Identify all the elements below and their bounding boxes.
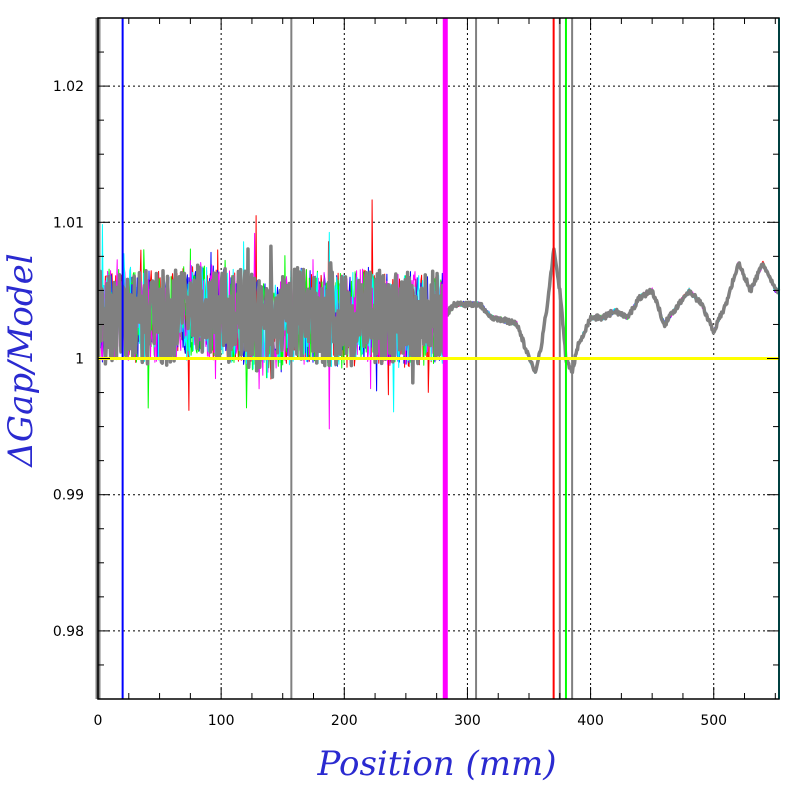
- x-tick-label: 0: [94, 713, 103, 729]
- y-tick-labels: 0.98 0.99 1 1.01 1.02: [53, 79, 84, 640]
- y-tick-label: 0.99: [53, 488, 84, 504]
- x-tick-label: 100: [208, 713, 235, 729]
- y-tick-label: 1.01: [53, 215, 84, 231]
- y-tick-label: 1.02: [53, 79, 84, 95]
- x-axis-title: Position (mm): [316, 744, 556, 784]
- x-tick-labels: 0 100 200 300 400 500: [94, 713, 728, 729]
- x-tick-label: 200: [331, 713, 358, 729]
- x-tick-label: 300: [454, 713, 481, 729]
- y-tick-label: 0.98: [53, 624, 84, 640]
- series-line: [96, 244, 781, 385]
- axis-ticks: [97, 17, 779, 700]
- x-tick-label: 500: [700, 713, 727, 729]
- y-tick-label: 1: [75, 352, 84, 368]
- y-axis-title: ΔGap/Model: [1, 253, 41, 468]
- x-tick-label: 400: [577, 713, 604, 729]
